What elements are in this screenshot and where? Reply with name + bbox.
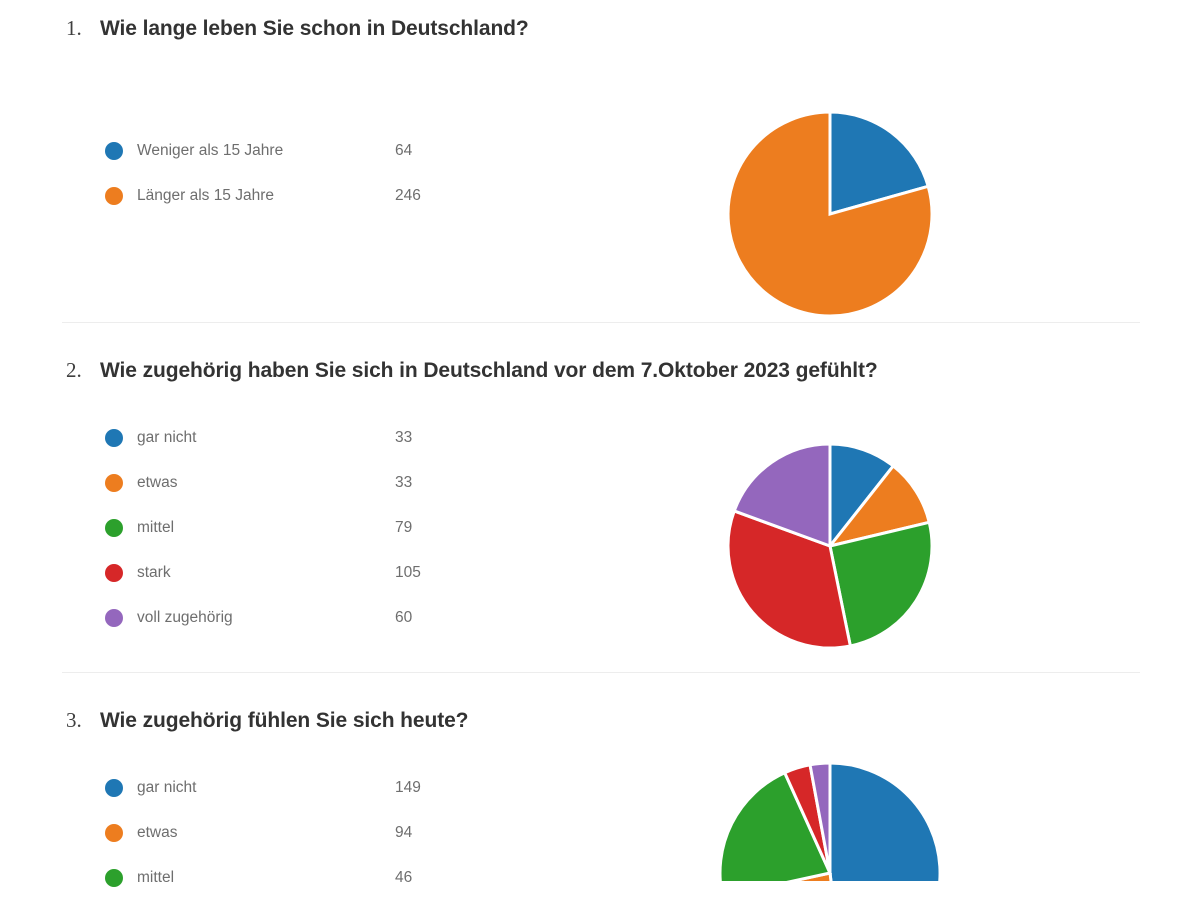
question-1-title: Wie lange leben Sie schon in Deutschland… bbox=[100, 17, 529, 40]
question-block-2: 2. Wie zugehörig haben Sie sich in Deuts… bbox=[0, 322, 1200, 673]
pie-slice-mittel[interactable] bbox=[720, 770, 833, 882]
legend-item-label: gar nicht bbox=[137, 428, 197, 446]
legend-item-value: 60 bbox=[395, 608, 413, 626]
legend-item-label: stark bbox=[137, 563, 171, 581]
pie-chart-1-svg bbox=[726, 110, 934, 318]
legend-item-label: mittel bbox=[137, 518, 175, 536]
legend-item[interactable]: etwas 94 bbox=[105, 810, 421, 855]
pie-slice-weniger-als-15-jahre[interactable] bbox=[828, 110, 931, 217]
legend-item-value: 33 bbox=[395, 473, 413, 491]
pie-slice-stark[interactable] bbox=[726, 509, 853, 650]
question-1-number: 1. bbox=[66, 16, 82, 40]
legend-color-swatch-orange bbox=[105, 473, 123, 492]
pie-chart-3-svg bbox=[720, 761, 940, 882]
question-3-title: Wie zugehörig fühlen Sie sich heute? bbox=[100, 709, 469, 732]
legend-question-2: gar nicht 33 etwas 33 mittel 79 stark 10… bbox=[105, 415, 421, 640]
question-2-number: 2. bbox=[66, 358, 82, 382]
question-2-header: 2. Wie zugehörig haben Sie sich in Deuts… bbox=[0, 322, 1200, 383]
legend-item[interactable]: Weniger als 15 Jahre 64 bbox=[105, 128, 421, 173]
question-block-3: 3. Wie zugehörig fühlen Sie sich heute? … bbox=[0, 672, 1200, 900]
legend-color-swatch-blue bbox=[105, 141, 123, 160]
legend-color-swatch-orange bbox=[105, 823, 123, 842]
legend-question-1: Weniger als 15 Jahre 64 Länger als 15 Ja… bbox=[105, 128, 421, 218]
pie-slice-voll-zugehoerig[interactable] bbox=[808, 761, 832, 874]
legend-item[interactable]: mittel 79 bbox=[105, 505, 421, 550]
legend-item[interactable]: etwas 33 bbox=[105, 460, 421, 505]
legend-item-label: gar nicht bbox=[137, 778, 197, 796]
legend-item[interactable]: stark 105 bbox=[105, 550, 421, 595]
legend-color-swatch-green bbox=[105, 518, 123, 537]
legend-item[interactable]: gar nicht 33 bbox=[105, 415, 421, 460]
legend-item-label: etwas bbox=[137, 473, 178, 491]
legend-item[interactable]: mittel 46 bbox=[105, 855, 421, 900]
legend-item-value: 105 bbox=[395, 563, 421, 581]
legend-color-swatch-green bbox=[105, 868, 123, 887]
legend-color-swatch-blue bbox=[105, 778, 123, 797]
legend-item[interactable]: gar nicht 149 bbox=[105, 765, 421, 810]
legend-color-swatch-red bbox=[105, 563, 123, 582]
pie-slice-laenger-als-15-jahre[interactable] bbox=[726, 110, 934, 318]
pie-chart-question-3[interactable] bbox=[720, 761, 940, 882]
section-divider bbox=[62, 322, 1140, 323]
legend-item-label: Weniger als 15 Jahre bbox=[137, 141, 284, 159]
legend-item-value: 149 bbox=[395, 778, 421, 796]
legend-question-3: gar nicht 149 etwas 94 mittel 46 bbox=[105, 765, 421, 900]
question-2-title: Wie zugehörig haben Sie sich in Deutschl… bbox=[100, 359, 878, 382]
pie-slice-voll-zugehoerig[interactable] bbox=[732, 442, 832, 549]
legend-item-value: 46 bbox=[395, 868, 413, 886]
legend-item-label: voll zugehörig bbox=[137, 608, 233, 626]
legend-color-swatch-orange bbox=[105, 186, 123, 205]
question-3-header: 3. Wie zugehörig fühlen Sie sich heute? bbox=[0, 672, 1200, 733]
legend-item-label: Länger als 15 Jahre bbox=[137, 186, 275, 204]
pie-chart-question-2[interactable] bbox=[710, 436, 960, 666]
legend-item-value: 94 bbox=[395, 823, 413, 841]
legend-item[interactable]: Länger als 15 Jahre 246 bbox=[105, 173, 421, 218]
legend-item-value: 33 bbox=[395, 428, 413, 446]
question-3-number: 3. bbox=[66, 708, 82, 732]
legend-item-value: 246 bbox=[395, 186, 421, 204]
legend-color-swatch-blue bbox=[105, 428, 123, 447]
pie-chart-2-svg bbox=[726, 442, 934, 650]
legend-color-swatch-purple bbox=[105, 608, 123, 627]
legend-item-label: etwas bbox=[137, 823, 178, 841]
section-divider bbox=[62, 672, 1140, 673]
pie-slice-gar-nicht[interactable] bbox=[828, 761, 940, 882]
legend-item[interactable]: voll zugehörig 60 bbox=[105, 595, 421, 640]
pie-chart-question-1[interactable] bbox=[710, 96, 960, 336]
legend-item-value: 79 bbox=[395, 518, 413, 536]
question-1-header: 1. Wie lange leben Sie schon in Deutschl… bbox=[0, 0, 1200, 41]
question-block-1: 1. Wie lange leben Sie schon in Deutschl… bbox=[0, 0, 1200, 323]
legend-item-value: 64 bbox=[395, 141, 413, 159]
legend-item-label: mittel bbox=[137, 868, 175, 886]
pie-slice-mittel[interactable] bbox=[828, 520, 934, 648]
